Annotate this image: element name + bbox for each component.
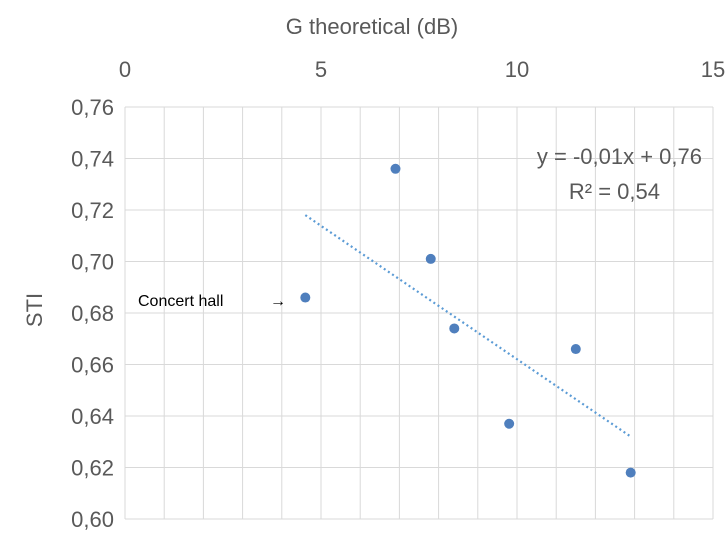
y-tick-label: 0,76: [71, 95, 114, 120]
data-point: [570, 344, 581, 355]
data-point: [300, 292, 311, 303]
grid: [124, 106, 714, 520]
x-tick-label: 0: [119, 57, 131, 82]
annotation-concert-hall: Concert hall →: [138, 293, 286, 310]
y-tick-label: 0,72: [71, 198, 114, 223]
x-tick-label: 10: [505, 57, 529, 82]
annotation-arrow: →: [270, 293, 286, 310]
x-tick-label: 15: [701, 57, 725, 82]
data-point: [425, 253, 436, 264]
y-tick-label: 0,74: [71, 147, 114, 172]
data-point: [504, 418, 515, 429]
trendline: [304, 214, 632, 438]
data-point: [390, 163, 401, 174]
data-point: [449, 323, 460, 334]
x-tick-label: 5: [315, 57, 327, 82]
data-points: [300, 163, 636, 478]
y-tick-label: 0,68: [71, 301, 114, 326]
tick-labels: 0 5 10 15 0,60 0,62 0,64 0,66 0,68 0,70 0,72 0,74 0,…: [71, 57, 725, 532]
y-tick-label: 0,70: [71, 250, 114, 275]
y-tick-label: 0,60: [71, 507, 114, 532]
trendline-r2: R² = 0,54: [569, 179, 660, 204]
data-point: [625, 467, 636, 478]
y-tick-label: 0,62: [71, 456, 114, 481]
trendline-equation: y = -0,01x + 0,76: [537, 144, 702, 169]
x-axis-label: G theoretical (dB): [286, 14, 458, 39]
y-axis-label: STI: [22, 293, 47, 327]
annotation-text: Concert hall: [138, 293, 223, 310]
y-tick-label: 0,66: [71, 353, 114, 378]
y-tick-label: 0,64: [71, 404, 114, 429]
